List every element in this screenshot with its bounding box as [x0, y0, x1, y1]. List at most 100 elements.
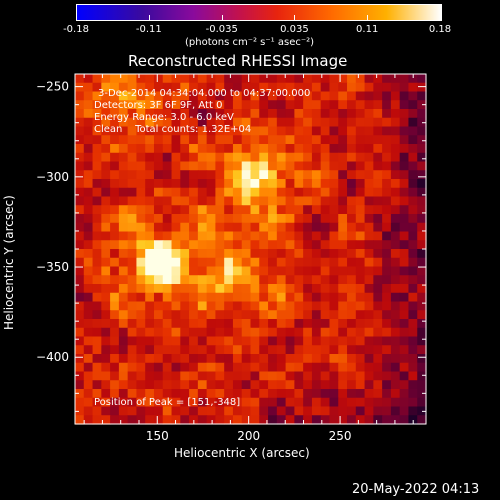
heatmap-cell — [320, 214, 331, 224]
heatmap-cell — [92, 354, 102, 364]
heatmap-cell — [232, 292, 243, 303]
heatmap-cell — [232, 196, 243, 206]
heatmap-cell — [268, 301, 278, 311]
heatmap-cell — [399, 415, 410, 425]
heatmap-cell — [197, 371, 208, 381]
heatmap-cell — [408, 389, 418, 399]
heatmap-cell — [180, 91, 190, 101]
heatmap-cell — [110, 292, 120, 303]
heatmap-cell — [206, 222, 217, 233]
heatmap-cell — [399, 82, 410, 93]
heatmap-cell — [197, 179, 208, 189]
heatmap-cell — [364, 345, 374, 355]
heatmap-cell — [355, 91, 366, 101]
heatmap-cell — [338, 161, 348, 171]
heatmap-cell — [276, 187, 287, 198]
heatmap-cell — [180, 284, 190, 294]
heatmap-cell — [294, 327, 304, 338]
heatmap-cell — [101, 74, 111, 84]
heatmap-cell — [338, 389, 348, 399]
heatmap-cell — [145, 170, 155, 180]
heatmap-cell — [390, 336, 401, 346]
heatmap-cell — [118, 179, 129, 189]
heatmap-cell — [215, 345, 225, 355]
heatmap-cell — [224, 222, 234, 233]
heatmap-cell — [311, 109, 322, 119]
heatmap-cell — [382, 380, 392, 390]
heatmap-cell — [197, 327, 208, 338]
heatmap-cell — [417, 117, 427, 128]
heatmap-cell — [276, 266, 287, 276]
heatmap-cell — [329, 415, 339, 425]
heatmap-cell — [224, 214, 234, 224]
heatmap-cell — [338, 257, 348, 268]
heatmap-cell — [215, 397, 225, 408]
heatmap-cell — [241, 117, 252, 128]
heatmap-cell — [75, 284, 85, 294]
heatmap-cell — [390, 187, 401, 198]
heatmap-cell — [153, 126, 164, 136]
heatmap-cell — [250, 380, 260, 390]
heatmap-cell — [232, 117, 243, 128]
heatmap-cell — [224, 109, 234, 119]
heatmap-cell — [338, 152, 348, 163]
heatmap-cell — [417, 222, 427, 233]
heatmap-cell — [75, 109, 85, 119]
heatmap-cell — [259, 389, 269, 399]
heatmap-cell — [101, 249, 111, 259]
heatmap-cell — [417, 196, 427, 206]
heatmap-cell — [355, 74, 366, 84]
heatmap-cell — [259, 397, 269, 408]
heatmap-cell — [338, 126, 348, 136]
heatmap-cell — [197, 319, 208, 329]
heatmap-cell — [197, 152, 208, 163]
heatmap-cell — [153, 74, 164, 84]
heatmap-cell — [241, 249, 252, 259]
heatmap-cell — [311, 415, 322, 425]
annotation-time-range: 3-Dec-2014 04:34:04.000 to 04:37:00.000 — [98, 88, 311, 99]
heatmap-cell — [329, 91, 339, 101]
heatmap-cell — [355, 284, 366, 294]
heatmap-cell — [162, 152, 173, 163]
heatmap-cell — [390, 362, 401, 373]
heatmap-cell — [285, 266, 295, 276]
heatmap-cell — [417, 266, 427, 276]
heatmap-cell — [110, 109, 120, 119]
heatmap-cell — [118, 74, 129, 84]
heatmap-cell — [232, 187, 243, 198]
heatmap-cell — [241, 389, 252, 399]
heatmap-cell — [101, 170, 111, 180]
heatmap-cell — [171, 362, 181, 373]
heatmap-cell — [162, 284, 173, 294]
heatmap-cell — [338, 406, 348, 416]
heatmap-cell — [197, 91, 208, 101]
heatmap-cell — [259, 170, 269, 180]
heatmap-cell — [197, 397, 208, 408]
heatmap-cell — [303, 380, 313, 390]
heatmap-cell — [329, 144, 339, 154]
colorbar-tick-label: -0.035 — [205, 24, 238, 35]
heatmap-cell — [259, 275, 269, 285]
heatmap-cell — [189, 345, 199, 355]
heatmap-cell — [83, 371, 94, 381]
heatmap-cell — [399, 187, 410, 198]
heatmap-cell — [303, 371, 313, 381]
heatmap-cell — [382, 91, 392, 101]
heatmap-cell — [268, 354, 278, 364]
heatmap-cell — [294, 170, 304, 180]
heatmap-cell — [189, 117, 199, 128]
heatmap-cell — [197, 389, 208, 399]
heatmap-cell — [320, 266, 331, 276]
heatmap-cell — [224, 406, 234, 416]
heatmap-cell — [83, 214, 94, 224]
heatmap-cell — [268, 275, 278, 285]
heatmap-cell — [259, 406, 269, 416]
heatmap-cell — [206, 284, 217, 294]
heatmap-cell — [320, 249, 331, 259]
heatmap-cell — [206, 257, 217, 268]
heatmap-cell — [145, 222, 155, 233]
heatmap-cell — [136, 231, 146, 241]
heatmap-cell — [145, 135, 155, 145]
heatmap-cell — [347, 415, 357, 425]
heatmap-cell — [101, 82, 111, 93]
